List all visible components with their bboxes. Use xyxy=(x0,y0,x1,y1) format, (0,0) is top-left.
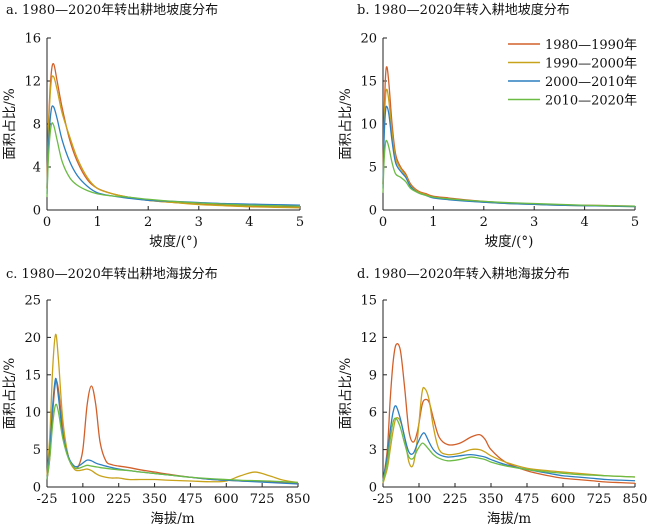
x-tick-label: 2 xyxy=(480,215,488,230)
legend-label: 2010—2020年 xyxy=(545,94,637,109)
series-line-1 xyxy=(46,380,299,484)
series-line-2 xyxy=(46,75,301,209)
x-tick-label: 1 xyxy=(93,215,101,230)
legend-label: 2000—2010年 xyxy=(545,75,637,90)
series-line-1 xyxy=(382,343,636,484)
chart-title: a. 1980—2020年转出耕地坡度分布 xyxy=(6,2,218,18)
x-tick-label: 0 xyxy=(379,215,387,230)
y-tick-label: 15 xyxy=(24,368,41,383)
series-line-4 xyxy=(382,417,636,483)
x-tick-label: 5 xyxy=(631,215,639,230)
y-tick-label: 12 xyxy=(360,331,377,346)
y-axis-label: 面积占比/% xyxy=(2,358,18,430)
y-tick-label: 10 xyxy=(24,406,41,421)
series-line-4 xyxy=(46,403,299,484)
x-tick-label: -25 xyxy=(37,492,58,507)
y-tick-label: 5 xyxy=(369,161,377,176)
x-axis-label: 海拔/m xyxy=(150,511,195,527)
x-tick-label: 3 xyxy=(195,215,203,230)
x-tick-label: -25 xyxy=(373,492,394,507)
y-tick-label: 20 xyxy=(360,32,377,47)
chart-title: b. 1980—2020年转入耕地坡度分布 xyxy=(357,2,570,18)
y-tick-label: 15 xyxy=(360,294,377,309)
series-line-2 xyxy=(382,386,636,484)
x-tick-label: 850 xyxy=(286,492,311,507)
y-tick-label: 4 xyxy=(33,161,41,176)
legend: 1980—1990年 1990—2000年 2000—2010年 2010—2020年 xyxy=(508,38,637,109)
x-tick-label: 0 xyxy=(43,215,51,230)
chart-title: d. 1980—2020年转入耕地海拔分布 xyxy=(357,266,570,282)
y-tick-label: 20 xyxy=(24,331,41,346)
y-tick-label: 0 xyxy=(369,481,377,496)
y-tick-label: 0 xyxy=(33,481,41,496)
series-line-4 xyxy=(382,139,636,207)
x-tick-label: 100 xyxy=(407,492,432,507)
y-tick-label: 10 xyxy=(360,118,377,133)
y-tick-label: 25 xyxy=(24,294,41,309)
y-tick-label: 8 xyxy=(33,118,41,133)
legend-label: 1980—1990年 xyxy=(545,38,637,53)
legend-item: 1990—2000年 xyxy=(508,57,637,72)
x-tick-label: 4 xyxy=(580,215,588,230)
chart-panel-c: c. 1980—2020年转出耕地海拔分布 0 5 10 15 20 25 -25 100 225… xyxy=(2,266,310,527)
y-tick-label: 12 xyxy=(24,75,41,90)
chart-panel-b: b. 1980—2020年转入耕地坡度分布 0 5 10 15 20 0 1 2 3 4 5 坡度/(°… xyxy=(338,2,639,250)
x-tick-label: 475 xyxy=(515,492,540,507)
y-tick-label: 16 xyxy=(24,32,41,47)
legend-item: 2000—2010年 xyxy=(508,75,637,90)
series-line-1 xyxy=(46,62,301,208)
x-axis-label: 坡度/(°) xyxy=(149,234,198,250)
x-tick-label: 3 xyxy=(530,215,538,230)
x-tick-label: 225 xyxy=(443,492,468,507)
x-tick-label: 725 xyxy=(250,492,275,507)
chart-panel-d: d. 1980—2020年转入耕地海拔分布 0 3 6 9 12 15 -25 100 225 35… xyxy=(338,266,647,527)
y-tick-label: 9 xyxy=(369,368,377,383)
x-tick-label: 725 xyxy=(587,492,612,507)
series-line-3 xyxy=(46,377,299,485)
series-line-3 xyxy=(46,105,301,206)
x-axis-label: 海拔/m xyxy=(487,511,532,527)
y-axis-label: 面积占比/% xyxy=(338,88,354,160)
legend-item: 2010—2020年 xyxy=(508,94,637,109)
x-tick-label: 2 xyxy=(144,215,152,230)
x-tick-label: 350 xyxy=(142,492,167,507)
x-tick-label: 1 xyxy=(429,215,437,230)
y-tick-label: 6 xyxy=(369,406,377,421)
legend-label: 1990—2000年 xyxy=(545,57,637,72)
y-tick-label: 0 xyxy=(369,204,377,219)
series-line-4 xyxy=(46,122,301,207)
series-line-3 xyxy=(382,405,636,482)
y-axis-label: 面积占比/% xyxy=(2,88,18,160)
series-line-2 xyxy=(46,333,299,484)
x-tick-label: 850 xyxy=(623,492,648,507)
y-axis-label: 面积占比/% xyxy=(338,358,354,430)
x-tick-label: 225 xyxy=(106,492,131,507)
x-tick-label: 350 xyxy=(479,492,504,507)
y-tick-label: 3 xyxy=(369,443,377,458)
x-axis-label: 坡度/(°) xyxy=(485,234,534,250)
y-tick-label: 0 xyxy=(33,204,41,219)
series-line-3 xyxy=(382,105,636,208)
y-tick-label: 15 xyxy=(360,75,377,90)
x-tick-label: 100 xyxy=(70,492,95,507)
y-tick-label: 5 xyxy=(33,443,41,458)
legend-item: 1980—1990年 xyxy=(508,38,637,53)
x-tick-label: 600 xyxy=(551,492,576,507)
chart-title: c. 1980—2020年转出耕地海拔分布 xyxy=(6,266,218,282)
x-tick-label: 475 xyxy=(178,492,203,507)
x-tick-label: 600 xyxy=(214,492,239,507)
x-tick-label: 5 xyxy=(296,215,304,230)
x-tick-label: 4 xyxy=(245,215,253,230)
